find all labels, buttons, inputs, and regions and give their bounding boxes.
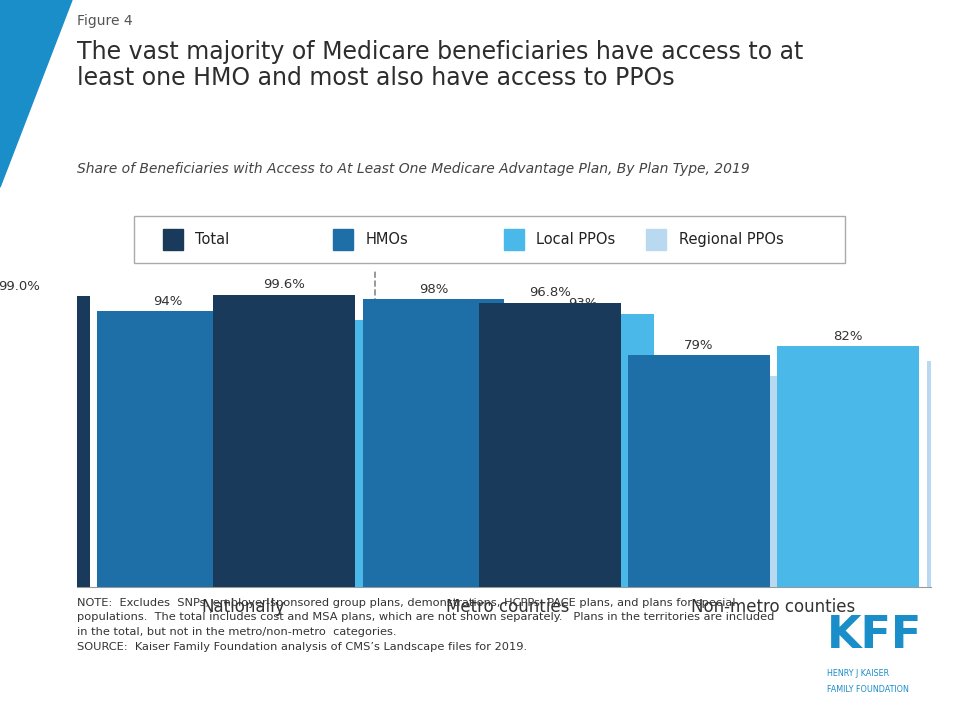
Text: Share of Beneficiaries with Access to At Least One Medicare Advantage Plan, By P: Share of Beneficiaries with Access to At… — [77, 162, 750, 176]
Text: 91%: 91% — [302, 303, 332, 316]
Text: 82%: 82% — [833, 330, 863, 343]
Bar — [363, 300, 504, 587]
Bar — [213, 294, 355, 587]
Bar — [163, 229, 182, 250]
Bar — [479, 303, 620, 587]
Bar — [512, 314, 654, 587]
Text: Figure 4: Figure 4 — [77, 14, 132, 28]
Bar — [333, 229, 353, 250]
Bar — [0, 297, 89, 587]
Text: FAMILY FOUNDATION: FAMILY FOUNDATION — [827, 685, 909, 693]
Text: HENRY J KAISER: HENRY J KAISER — [827, 670, 889, 678]
Text: 72%: 72% — [717, 359, 747, 372]
Text: 99.0%: 99.0% — [0, 280, 39, 293]
Text: Regional PPOs: Regional PPOs — [679, 232, 783, 247]
Bar — [778, 346, 919, 587]
Text: KFF: KFF — [827, 613, 923, 657]
Text: 79%: 79% — [684, 338, 713, 351]
Bar — [661, 376, 803, 587]
Text: Total: Total — [196, 232, 229, 247]
Text: 98%: 98% — [419, 283, 448, 296]
Bar — [926, 361, 960, 587]
Text: The vast majority of Medicare beneficiaries have access to at
least one HMO and : The vast majority of Medicare beneficiar… — [77, 40, 804, 91]
Bar — [646, 229, 666, 250]
Text: HMOs: HMOs — [366, 232, 409, 247]
Text: 96.8%: 96.8% — [529, 287, 570, 300]
Bar — [97, 311, 239, 587]
Text: Local PPOs: Local PPOs — [537, 232, 615, 247]
FancyBboxPatch shape — [134, 216, 845, 263]
Text: 73%: 73% — [452, 356, 482, 369]
Text: 93%: 93% — [568, 297, 597, 310]
Text: NOTE:  Excludes  SNPs, employer-sponsored group plans, demonstrations, HCPPs, PA: NOTE: Excludes SNPs, employer-sponsored … — [77, 598, 774, 652]
Text: 94%: 94% — [154, 294, 182, 307]
Bar — [396, 373, 538, 587]
Bar — [504, 229, 524, 250]
Bar — [628, 355, 770, 587]
Text: 99.6%: 99.6% — [263, 278, 305, 291]
Bar — [247, 320, 388, 587]
